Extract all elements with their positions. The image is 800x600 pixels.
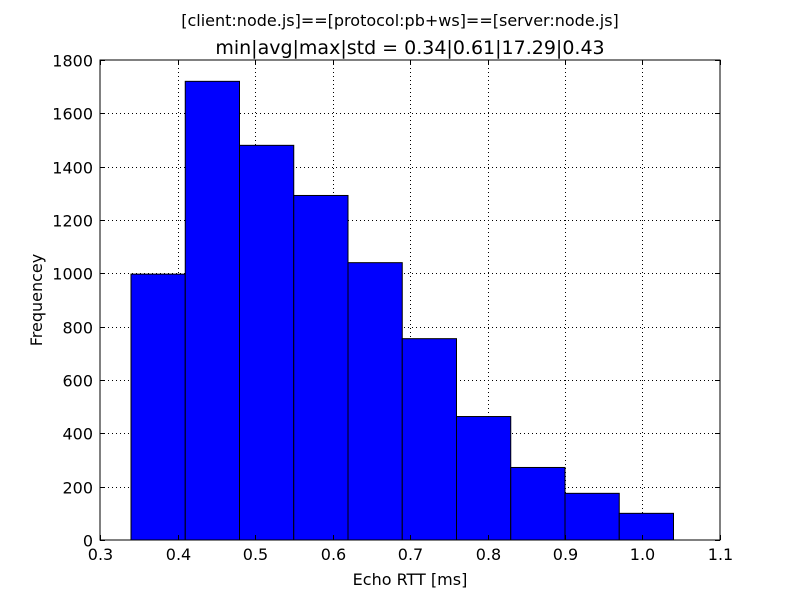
x-tick-label: 0.5	[243, 545, 268, 564]
histogram-bar	[456, 416, 512, 541]
histogram-bar	[293, 194, 349, 541]
y-tick-labels: 0 200 400 600 800 1000 1200 1400 1600 1800	[52, 52, 93, 551]
x-tick-label: 0.4	[166, 545, 191, 564]
y-tick-label: 0	[83, 532, 93, 551]
x-tick-label: 0.3	[88, 545, 113, 564]
x-tick-label: 0.9	[553, 545, 578, 564]
y-tick-label: 600	[62, 372, 93, 391]
histogram-bar	[184, 80, 240, 541]
histogram-bars	[130, 80, 674, 541]
y-axis-label: Frequencey	[27, 254, 46, 347]
chart-title: min|avg|max|std = 0.34|0.61|17.29|0.43	[215, 37, 604, 59]
histogram-bar	[130, 273, 186, 541]
y-tick-label: 1200	[52, 212, 93, 231]
chart-suptitle: [client:node.js]==[protocol:pb+ws]==[ser…	[181, 11, 619, 30]
histogram-bar	[401, 338, 457, 541]
y-tick-label: 1800	[52, 52, 93, 71]
x-tick-label: 0.7	[398, 545, 423, 564]
x-tick-label: 0.8	[476, 545, 501, 564]
x-tick-label: 0.6	[321, 545, 346, 564]
x-axis-label: Echo RTT [ms]	[353, 570, 468, 589]
histogram-bar	[564, 492, 620, 541]
y-tick-label: 1600	[52, 105, 93, 124]
histogram-bar	[239, 144, 295, 541]
y-tick-label: 400	[62, 425, 93, 444]
x-tick-label: 1.1	[708, 545, 733, 564]
x-tick-label: 1.0	[630, 545, 655, 564]
axis-ticks	[100, 60, 721, 541]
y-tick-label: 200	[62, 479, 93, 498]
y-tick-label: 1000	[52, 265, 93, 284]
histogram-bar	[618, 512, 674, 541]
y-tick-label: 1400	[52, 159, 93, 178]
histogram-bar	[510, 466, 566, 541]
x-tick-labels: 0.3 0.4 0.5 0.6 0.7 0.8 0.9 1.0 1.1	[88, 545, 733, 564]
histogram-bar	[347, 262, 403, 541]
y-tick-label: 800	[62, 319, 93, 338]
